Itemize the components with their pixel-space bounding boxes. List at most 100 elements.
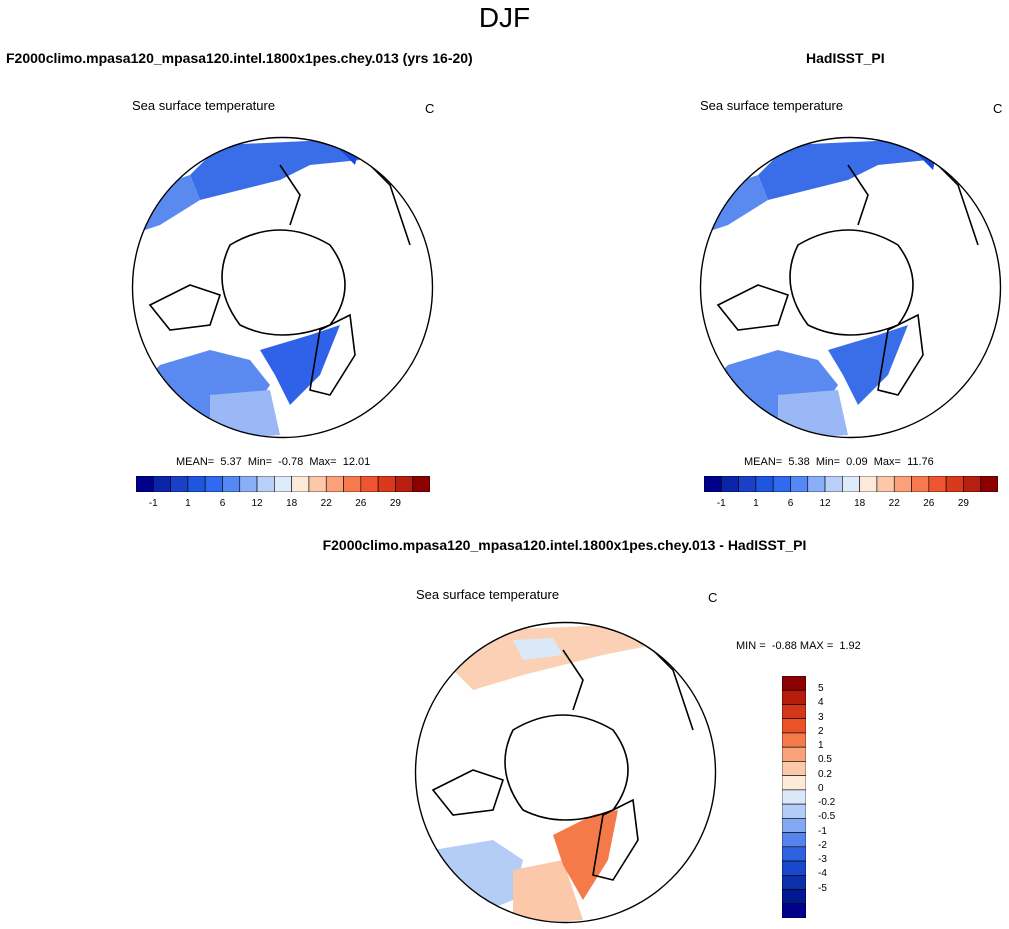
panel-2-greenland-coastline xyxy=(716,284,790,331)
colorbar-tick-label: 0 xyxy=(818,782,824,794)
panel-2-colorbar xyxy=(703,475,999,493)
panel-1-greenland-coastline xyxy=(148,284,222,331)
colorbar-swatch xyxy=(291,475,310,493)
figure-title: DJF xyxy=(478,2,531,33)
panel-2-scandinavia-coastline xyxy=(877,313,924,396)
panel-1-colorbar-ticks: -1 1 6 12 18 22 26 29 xyxy=(136,498,430,512)
colorbar-swatch xyxy=(859,475,878,493)
colorbar-swatch xyxy=(325,475,344,493)
panel-2-variable: Sea surface temperature xyxy=(700,98,844,113)
panel-1-map-boundary xyxy=(131,136,434,439)
panel-3-colorbar-ticks: 5 4 3 2 1 0.5 0.2 0 -0.2 -0.5 -1 -2 -3 -4 -5 xyxy=(818,676,858,918)
colorbar-swatch xyxy=(781,718,807,734)
panel-3-greenland-coastline xyxy=(431,769,505,816)
colorbar-tick-label: 29 xyxy=(957,498,969,509)
colorbar-tick-label: 1 xyxy=(818,740,824,752)
colorbar-swatch xyxy=(842,475,860,493)
colorbar-tick-label: -4 xyxy=(818,868,827,880)
colorbar-swatch xyxy=(343,475,362,493)
panel-2-map-boundary xyxy=(699,136,1002,439)
colorbar-swatch xyxy=(980,475,999,493)
colorbar-tick-label: -3 xyxy=(818,854,827,866)
colorbar-tick-label: 29 xyxy=(389,498,401,509)
colorbar-tick-label: 5 xyxy=(818,683,824,695)
panel-1-title: F2000climo.mpasa120_mpasa120.intel.1800x… xyxy=(6,50,473,66)
colorbar-swatch xyxy=(781,846,807,862)
colorbar-tick-label: 12 xyxy=(819,498,831,509)
colorbar-tick-label: 18 xyxy=(854,498,866,509)
colorbar-tick-label: 26 xyxy=(355,498,367,509)
colorbar-tick-label: 3 xyxy=(818,711,824,723)
colorbar-swatch xyxy=(781,903,807,919)
panel-3-scandinavia-coastline xyxy=(592,798,639,881)
colorbar-swatch xyxy=(308,475,327,493)
colorbar-tick-label: -1 xyxy=(148,498,158,509)
panel-3-title: F2000climo.mpasa120_mpasa120.intel.1800x… xyxy=(322,537,807,553)
colorbar-swatch xyxy=(412,475,431,493)
colorbar-swatch xyxy=(781,675,807,691)
panel-3-diff-region-subtropical xyxy=(513,860,583,923)
panel-3-diff-region-pacific xyxy=(453,625,653,690)
colorbar-tick-label: 1 xyxy=(185,498,191,509)
colorbar-swatch xyxy=(781,874,807,890)
colorbar-swatch xyxy=(135,475,154,493)
panel-3-map-boundary xyxy=(414,621,717,924)
colorbar-tick-label: 26 xyxy=(923,498,935,509)
colorbar-tick-label: 0.2 xyxy=(818,768,832,780)
panel-2-colorbar-ticks: -1 1 6 12 18 22 26 29 xyxy=(704,498,998,512)
colorbar-swatch xyxy=(395,475,414,493)
colorbar-swatch xyxy=(781,746,807,762)
panel-3-stats: MIN = -0.88 MAX = 1.92 xyxy=(736,640,861,652)
panel-2-stats: MEAN= 5.38 Min= 0.09 Max= 11.76 xyxy=(744,456,934,468)
colorbar-tick-label: 6 xyxy=(219,498,226,509)
colorbar-tick-label: -5 xyxy=(818,882,827,894)
panel-1-colorbar xyxy=(135,475,431,493)
panel-2-title: HadISST_PI xyxy=(806,50,885,66)
colorbar-swatch xyxy=(738,475,757,493)
panel-3-variable: Sea surface temperature xyxy=(416,587,560,602)
colorbar-swatch xyxy=(204,475,223,493)
colorbar-swatch xyxy=(824,475,843,493)
colorbar-tick-label: -0.2 xyxy=(818,797,836,809)
colorbar-tick-label: -1 xyxy=(818,825,827,837)
panel-1-units: C xyxy=(425,101,435,116)
colorbar-swatch xyxy=(781,803,807,819)
panel-1-scandinavia-coastline xyxy=(309,313,356,396)
colorbar-swatch xyxy=(945,475,964,493)
colorbar-swatch xyxy=(963,475,982,493)
colorbar-tick-label: -0.5 xyxy=(818,811,836,823)
panel-1-variable: Sea surface temperature xyxy=(132,98,276,113)
panel-3-diff-region-nordic-warm xyxy=(553,810,618,900)
colorbar-tick-label: 22 xyxy=(888,498,900,509)
colorbar-swatch xyxy=(781,832,807,848)
colorbar-tick-label: 2 xyxy=(818,725,824,737)
colorbar-swatch xyxy=(772,475,791,493)
colorbar-swatch xyxy=(911,475,930,493)
colorbar-tick-label: 4 xyxy=(818,697,824,709)
colorbar-swatch xyxy=(893,475,912,493)
colorbar-swatch xyxy=(781,704,807,720)
colorbar-swatch xyxy=(170,475,189,493)
colorbar-swatch xyxy=(222,475,241,493)
colorbar-tick-label: 12 xyxy=(251,498,263,509)
colorbar-swatch xyxy=(256,475,275,493)
colorbar-swatch xyxy=(807,475,826,493)
panel-3-map xyxy=(414,621,717,924)
panel-2-sst-region-pacific xyxy=(758,140,928,200)
panel-1-sst-region-nordic xyxy=(260,325,340,405)
colorbar-tick-label: -1 xyxy=(716,498,726,509)
colorbar-tick-label: 18 xyxy=(286,498,298,509)
colorbar-swatch xyxy=(755,475,774,493)
colorbar-swatch xyxy=(781,732,807,748)
colorbar-swatch xyxy=(360,475,379,493)
colorbar-swatch xyxy=(239,475,258,493)
colorbar-swatch xyxy=(377,475,396,493)
colorbar-swatch xyxy=(720,475,739,493)
colorbar-swatch xyxy=(781,761,807,776)
colorbar-swatch xyxy=(790,475,809,493)
colorbar-swatch xyxy=(274,475,292,493)
colorbar-swatch xyxy=(781,789,807,805)
panel-3-units: C xyxy=(708,590,718,605)
panel-2-sst-region-nordic xyxy=(828,325,908,405)
colorbar-tick-label: 22 xyxy=(320,498,332,509)
